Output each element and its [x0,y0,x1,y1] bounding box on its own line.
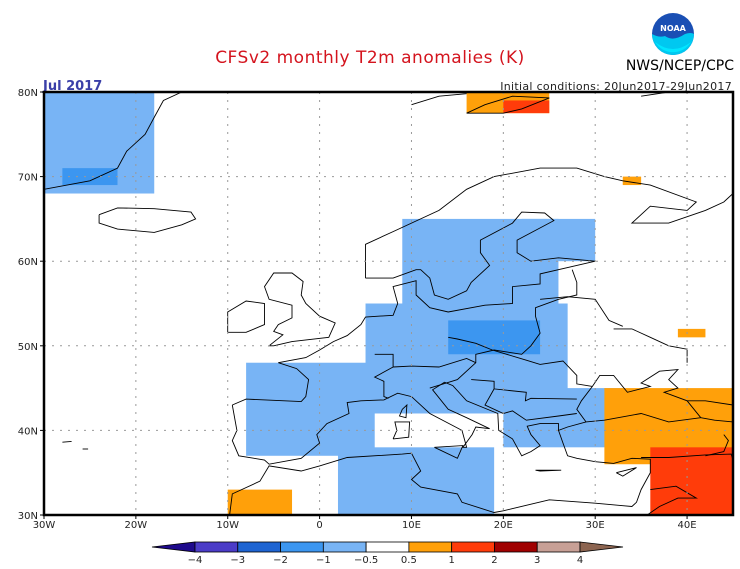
anomaly-cell [246,362,375,456]
colorbar-segment [579,541,624,553]
colorbar-segment [194,541,239,553]
x-tick-label: 30E [586,520,605,531]
initial-conditions: Initial conditions: 20Jun2017-29Jun2017 [500,80,732,93]
coastline [466,95,550,114]
x-tick-label: 10E [402,520,421,531]
coastline [613,328,688,363]
coastline [231,381,701,465]
coastline [411,93,467,106]
anomaly-cell [62,168,118,186]
coastline [393,358,476,368]
colorbar-tick-label: −2 [273,555,288,566]
coastline [616,467,637,477]
colorbar-segment [494,541,538,553]
y-tick-label: 70N [18,173,38,184]
x-tick-label: 20W [125,520,148,531]
coastline [227,300,265,333]
graticule [44,92,733,515]
anomaly-cell [677,328,706,338]
colorbar-tick-label: −1 [316,555,331,566]
colorbar-tick-label: 1 [448,555,454,566]
map-frame [42,90,735,517]
anomaly-cell [622,176,642,186]
coastlines [44,92,733,515]
coastline [398,403,408,419]
coastline [98,207,197,233]
x-tick-label: 40E [678,520,697,531]
y-tick-label: 40N [18,426,38,437]
coastline [232,260,596,406]
colorbar-tick-label: 0.5 [401,555,417,566]
coastline [705,434,729,457]
coastline [365,167,733,279]
colorbar-tick-label: −3 [230,555,245,566]
y-tick-label: 60N [18,257,38,268]
colorbar-segment [322,541,367,553]
anomaly-cell [448,320,541,355]
anomaly-cell [227,489,293,515]
anomaly-cell [650,447,733,515]
y-tick-label: 30N [18,511,38,522]
noaa-logo-icon: NOAA [652,13,694,55]
coastline [471,379,577,402]
coastline [62,440,72,443]
coastline [540,296,623,327]
coastline [392,421,411,440]
coastline [365,211,596,300]
colorbar-tick-label: 3 [534,555,540,566]
coastline [229,430,651,515]
colorbar-segment [280,541,324,553]
organization-label: NWS/NCEP/CPC [625,58,734,74]
axis-ticks: 30W 20W 10W 0 10E 20E 30E 40E 30N 40N 50N 60N 70N 80N [18,88,697,531]
x-tick-label: 20E [494,520,513,531]
coastline [687,400,733,423]
colorbar-tick-label: −4 [188,555,203,566]
colorbar-segment [237,541,281,553]
coastline [484,388,577,421]
colorbar-segment [451,541,495,553]
coastline [373,353,394,399]
colorbar-tick-label: 2 [491,555,497,566]
coastline [535,469,562,472]
noaa-logo-text: NOAA [660,24,686,33]
colorbar: −4 −3 −2 −1 −0.5 0.5 1 2 3 4 [151,541,624,566]
colorbar-segment [536,541,581,553]
forecast-month: Jul 2017 [43,79,103,94]
colorbar-segment [408,541,453,553]
colorbar-tick-label: 4 [577,555,583,566]
coastline [448,336,593,387]
coastline [576,368,702,423]
x-tick-label: 10W [216,520,239,531]
anomaly-cells [44,92,733,515]
coastline [44,92,182,190]
coastline [429,269,578,389]
colorbar-tick-label: −0.5 [354,555,378,566]
colorbar-segment [365,541,410,553]
colorbar-segment [151,541,196,553]
coastline [263,272,336,347]
x-tick-label: 0 [316,520,322,531]
coastline [646,485,698,515]
chart-title: CFSv2 monthly T2m anomalies (K) [215,48,525,68]
anomaly-cell [337,447,495,515]
x-tick-label: 30W [33,520,56,531]
coastline [434,445,464,459]
y-tick-label: 80N [18,88,38,99]
anomaly-cell [521,218,596,262]
y-tick-label: 50N [18,342,38,353]
